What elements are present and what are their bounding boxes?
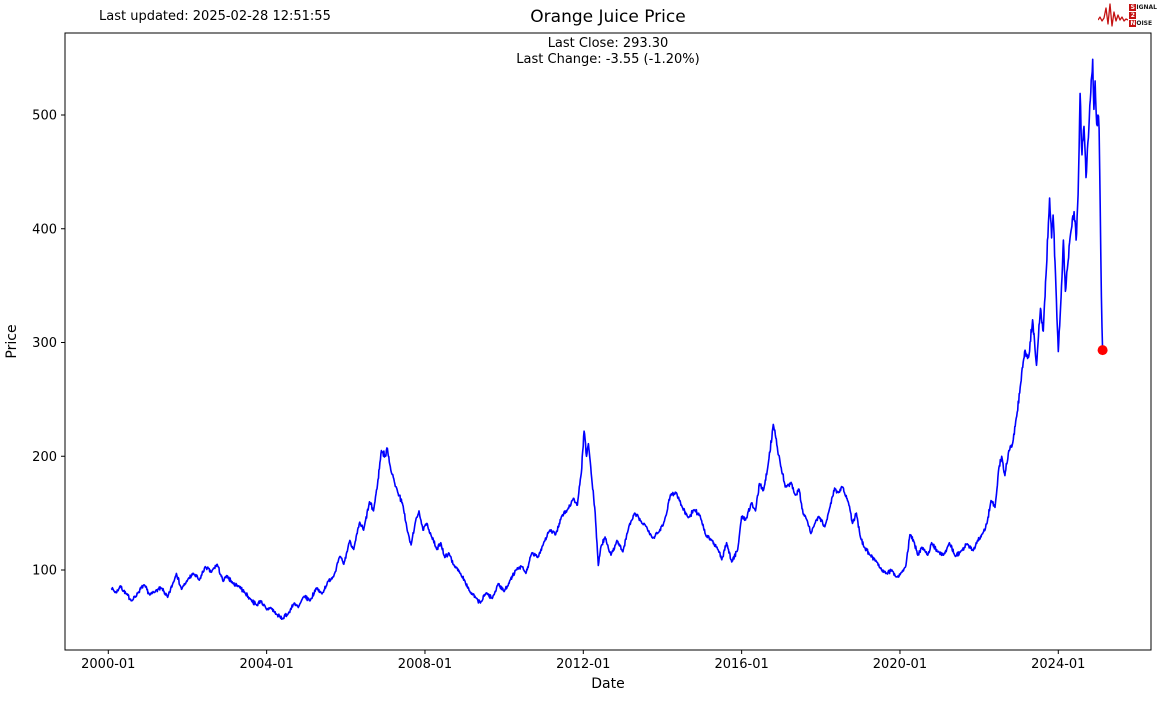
subtitle-last-change: Last Change: -3.55 (-1.20%) [516, 52, 700, 67]
logo-word-2: 2 [1129, 11, 1157, 19]
chart-title: Orange Juice Price [530, 7, 686, 27]
logo-word-noise: N OISE [1129, 19, 1153, 27]
svg-text:2004-01: 2004-01 [239, 657, 293, 672]
y-axis-ticks: 100 200 300 400 500 [32, 109, 65, 579]
signal-2-noise-logo: S IGNAL 2 N OISE [1098, 2, 1157, 28]
svg-text:100: 100 [32, 564, 57, 579]
x-axis-ticks: 2000-01 2004-01 2008-01 2012-01 2016-01 2020-… [81, 650, 1085, 672]
heartbeat-waveform-icon [1098, 3, 1129, 27]
svg-text:2020-01: 2020-01 [873, 657, 927, 672]
last-close-marker [1097, 345, 1108, 356]
plot-border [64, 32, 1152, 651]
svg-text:500: 500 [32, 109, 57, 124]
price-line-series [110, 58, 1104, 620]
subtitle-last-close: Last Close: 293.30 [547, 36, 669, 51]
svg-text:300: 300 [32, 336, 57, 351]
logo-chip-2: 2 [1129, 11, 1137, 19]
x-axis-label: Date [591, 676, 624, 692]
svg-text:2024-01: 2024-01 [1031, 657, 1085, 672]
svg-text:2000-01: 2000-01 [81, 657, 135, 672]
svg-text:2008-01: 2008-01 [398, 657, 452, 672]
svg-text:200: 200 [32, 450, 57, 465]
svg-text:2012-01: 2012-01 [556, 657, 610, 672]
last-updated-text: Last updated: 2025-02-28 12:51:55 [99, 9, 331, 24]
svg-text:400: 400 [32, 222, 57, 237]
y-axis-label: Price [4, 324, 20, 358]
logo-word-signal: S IGNAL [1129, 3, 1157, 11]
svg-text:2016-01: 2016-01 [714, 657, 768, 672]
logo-chip-s: S [1129, 3, 1137, 11]
logo-chip-n: N [1129, 19, 1137, 27]
